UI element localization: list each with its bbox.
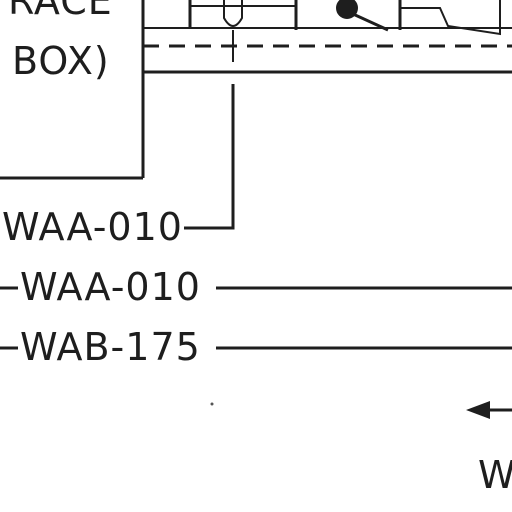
top-components <box>188 0 501 36</box>
contact-dot-icon <box>336 0 358 19</box>
box-label-line2: BOX) <box>12 39 110 83</box>
component-housing <box>400 0 501 36</box>
bus-lines <box>143 27 512 74</box>
speck <box>210 402 214 406</box>
wire-label-waa-010-lower: WAA-010 <box>20 265 201 309</box>
raceway-box: RACE BOX) <box>0 0 145 180</box>
arrow-label: WA <box>478 453 512 497</box>
wire-label-wab-175: WAB-175 <box>20 325 201 369</box>
flow-arrow: WA <box>466 401 512 497</box>
wire-label-waa-010-upper: WAA-010 <box>2 205 183 249</box>
box-label-line1: RACE <box>8 0 113 23</box>
left-arrow-icon <box>466 401 490 419</box>
fuse-icon <box>223 0 243 27</box>
wire-labels: WAA-010 WAA-010 WAB-175 <box>0 205 512 369</box>
contact-lever <box>352 12 389 32</box>
drop-wire-lower <box>184 84 235 230</box>
